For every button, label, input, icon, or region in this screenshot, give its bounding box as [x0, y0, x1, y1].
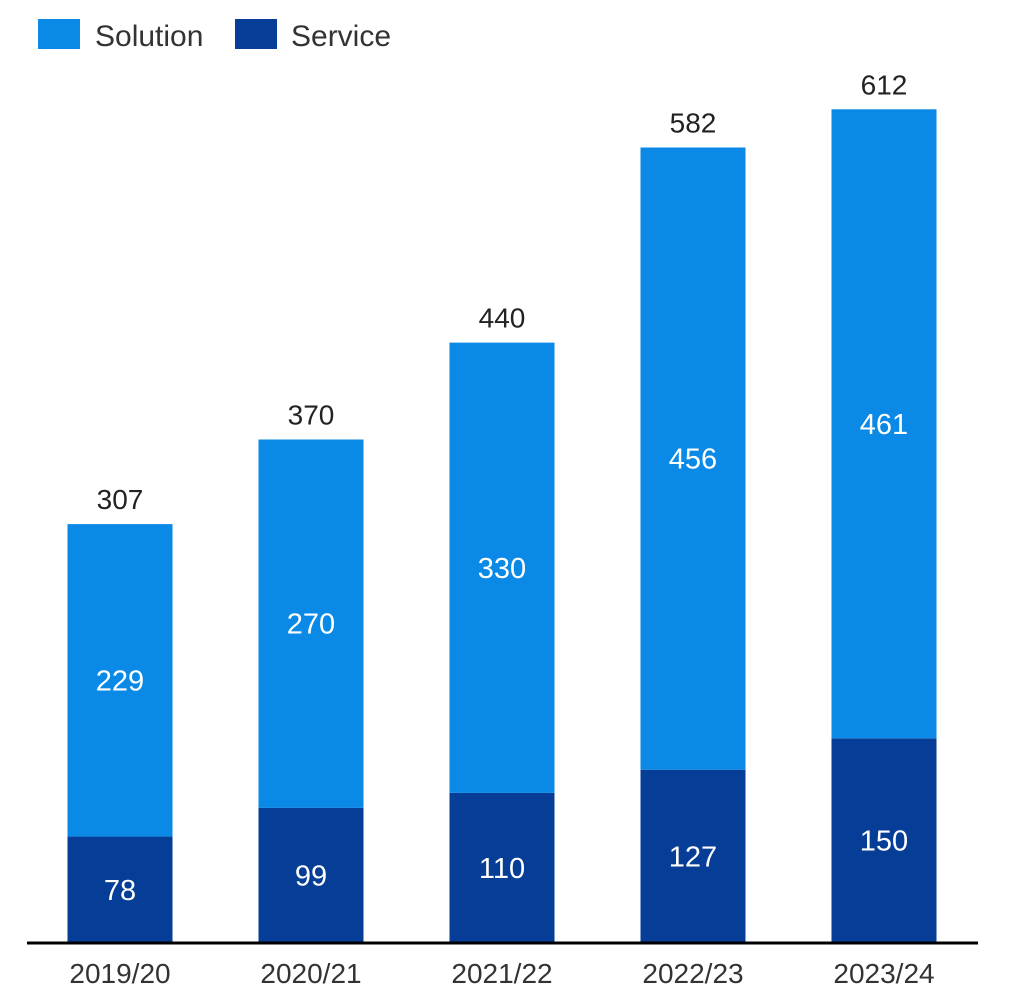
x-tick-label-2019-20: 2019/20	[69, 958, 170, 989]
data-label-service-2023-24: 150	[860, 826, 908, 858]
data-label-solution-2020-21: 270	[287, 609, 335, 641]
data-label-service-2020-21: 99	[295, 860, 327, 892]
total-label-2019-20: 307	[97, 484, 144, 515]
bar-service-2023-24	[831, 738, 937, 943]
bar-solution-2019-20	[67, 524, 173, 837]
bar-service-2019-20	[67, 836, 173, 943]
bar-solution-2021-22	[449, 342, 555, 793]
total-label-2022-23: 582	[670, 107, 717, 138]
legend-swatch-service	[235, 19, 277, 49]
bars: 78 229 307 99 270 370 110 330 440 127 456 582 150 461…	[67, 69, 937, 943]
legend-swatch-solution	[38, 19, 80, 49]
data-label-solution-2019-20: 229	[96, 665, 144, 697]
data-label-solution-2023-24: 461	[860, 409, 908, 441]
total-label-2023-24: 612	[861, 69, 908, 100]
x-tick-label-2020-21: 2020/21	[260, 958, 361, 989]
bar-service-2020-21	[258, 807, 364, 943]
x-tick-label-2022-23: 2022/23	[642, 958, 743, 989]
total-label-2021-22: 440	[479, 303, 526, 334]
data-label-service-2021-22: 110	[479, 853, 525, 885]
legend-label-solution: Solution	[95, 20, 203, 53]
bar-service-2021-22	[449, 792, 555, 943]
bar-solution-2022-23	[640, 147, 746, 770]
data-label-service-2019-20: 78	[104, 875, 136, 907]
data-label-solution-2022-23: 456	[669, 444, 717, 476]
bar-solution-2023-24	[831, 109, 937, 739]
bar-service-2022-23	[640, 769, 746, 943]
data-label-service-2022-23: 127	[669, 841, 717, 873]
legend: Solution Service	[38, 19, 391, 53]
bar-solution-2020-21	[258, 439, 364, 808]
x-tick-label-2021-22: 2021/22	[451, 958, 552, 989]
x-tick-label-2023-24: 2023/24	[833, 958, 934, 989]
total-label-2020-21: 370	[288, 399, 335, 430]
data-label-solution-2021-22: 330	[478, 553, 526, 585]
x-axis-tick-labels: 2019/20 2020/21 2021/22 2022/23 2023/24	[69, 958, 934, 989]
legend-label-service: Service	[291, 20, 391, 53]
